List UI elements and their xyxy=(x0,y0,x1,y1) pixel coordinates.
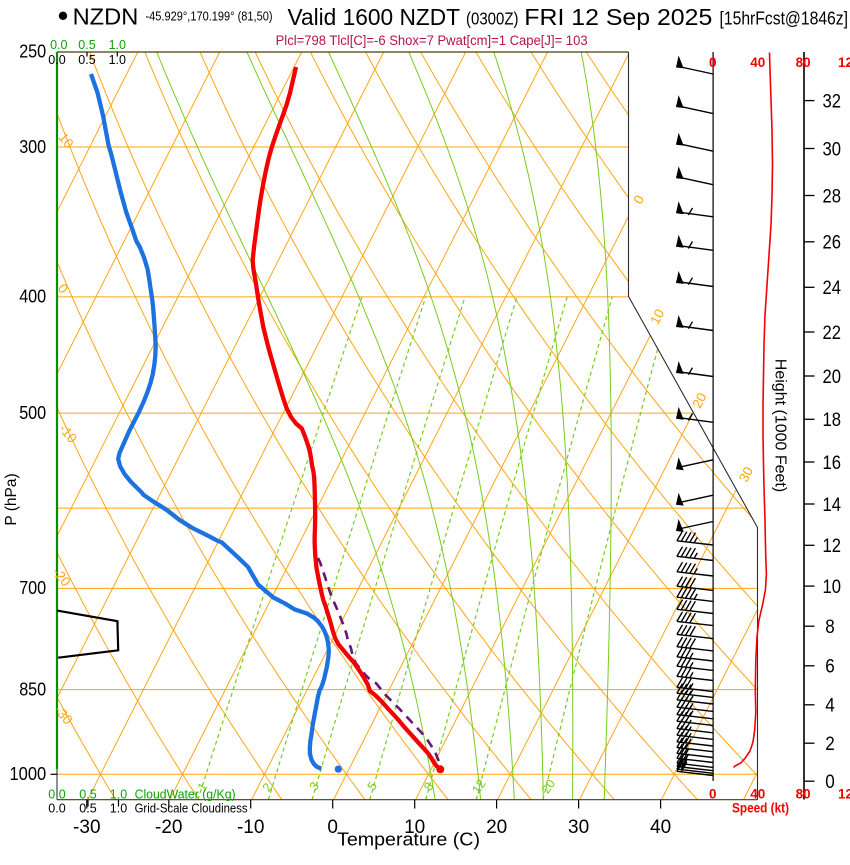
svg-text:20: 20 xyxy=(486,817,507,838)
svg-text:Grid-Scale Cloudiness: Grid-Scale Cloudiness xyxy=(135,801,248,816)
svg-text:1.0: 1.0 xyxy=(110,788,127,802)
svg-text:12: 12 xyxy=(838,55,850,70)
svg-text:700: 700 xyxy=(19,578,46,598)
svg-text:14: 14 xyxy=(823,495,842,516)
svg-text:Temperature (C): Temperature (C) xyxy=(337,830,480,850)
svg-text:0.5: 0.5 xyxy=(78,38,95,52)
svg-text:20: 20 xyxy=(823,367,842,388)
svg-text:28: 28 xyxy=(823,186,842,207)
svg-text:40: 40 xyxy=(750,787,765,802)
svg-text:0: 0 xyxy=(709,787,717,802)
svg-text:1.0: 1.0 xyxy=(109,53,126,67)
svg-text:300: 300 xyxy=(19,137,46,157)
svg-text:NZDN: NZDN xyxy=(73,4,139,30)
svg-text:400: 400 xyxy=(19,287,46,307)
svg-text:10: 10 xyxy=(823,577,842,598)
svg-text:18: 18 xyxy=(823,410,842,431)
svg-text:32: 32 xyxy=(823,91,842,112)
svg-text:0.0: 0.0 xyxy=(50,38,67,52)
svg-text:FRI 12 Sep 2025: FRI 12 Sep 2025 xyxy=(524,4,712,30)
svg-text:16: 16 xyxy=(823,453,842,474)
svg-text:0: 0 xyxy=(825,772,835,793)
svg-text:26: 26 xyxy=(823,233,842,254)
svg-text:Plcl=798 Tlcl[C]=-6 Shox=7 Pwa: Plcl=798 Tlcl[C]=-6 Shox=7 Pwat[cm]=1 Ca… xyxy=(276,33,588,48)
svg-text:500: 500 xyxy=(19,403,46,423)
svg-text:80: 80 xyxy=(796,787,811,802)
svg-text:0.5: 0.5 xyxy=(79,802,96,816)
svg-text:6: 6 xyxy=(825,657,835,678)
svg-text:12: 12 xyxy=(823,536,842,557)
svg-text:1.0: 1.0 xyxy=(110,802,127,816)
svg-text:Valid 1600 NZDT: Valid 1600 NZDT xyxy=(288,4,461,30)
svg-text:-30: -30 xyxy=(73,817,100,838)
svg-text:0.0: 0.0 xyxy=(48,802,65,816)
svg-text:Height (1000 Feet): Height (1000 Feet) xyxy=(772,359,789,492)
svg-text:2: 2 xyxy=(825,734,835,755)
svg-text:24: 24 xyxy=(823,278,842,299)
svg-text:[15hrFcst@1846z]: [15hrFcst@1846z] xyxy=(720,9,849,29)
svg-text:1000: 1000 xyxy=(10,764,47,784)
svg-text:1.0: 1.0 xyxy=(109,38,126,52)
svg-text:0.5: 0.5 xyxy=(79,788,96,802)
svg-text:250: 250 xyxy=(19,42,46,62)
svg-text:850: 850 xyxy=(19,679,46,699)
svg-text:30: 30 xyxy=(823,139,842,160)
svg-text:22: 22 xyxy=(823,323,842,344)
svg-text:CloudWater (g/Kg): CloudWater (g/Kg) xyxy=(135,787,236,802)
svg-text:0.0: 0.0 xyxy=(48,788,65,802)
svg-text:12: 12 xyxy=(838,787,850,802)
svg-text:30: 30 xyxy=(568,817,589,838)
svg-text:0: 0 xyxy=(709,55,717,70)
svg-text:0.0: 0.0 xyxy=(48,53,65,67)
svg-text:-20: -20 xyxy=(155,817,182,838)
svg-text:Speed (kt): Speed (kt) xyxy=(732,801,789,816)
svg-text:4: 4 xyxy=(825,696,835,717)
svg-text:8: 8 xyxy=(825,617,835,638)
svg-text:-45.929°,170.199° (81,50): -45.929°,170.199° (81,50) xyxy=(146,8,273,23)
svg-text:P (hPa): P (hPa) xyxy=(3,473,20,525)
svg-text:-10: -10 xyxy=(237,817,264,838)
svg-text:0.5: 0.5 xyxy=(78,53,95,67)
svg-text:(0300Z): (0300Z) xyxy=(466,9,519,29)
svg-text:40: 40 xyxy=(650,817,671,838)
svg-text:40: 40 xyxy=(750,55,765,70)
svg-text:80: 80 xyxy=(796,55,811,70)
